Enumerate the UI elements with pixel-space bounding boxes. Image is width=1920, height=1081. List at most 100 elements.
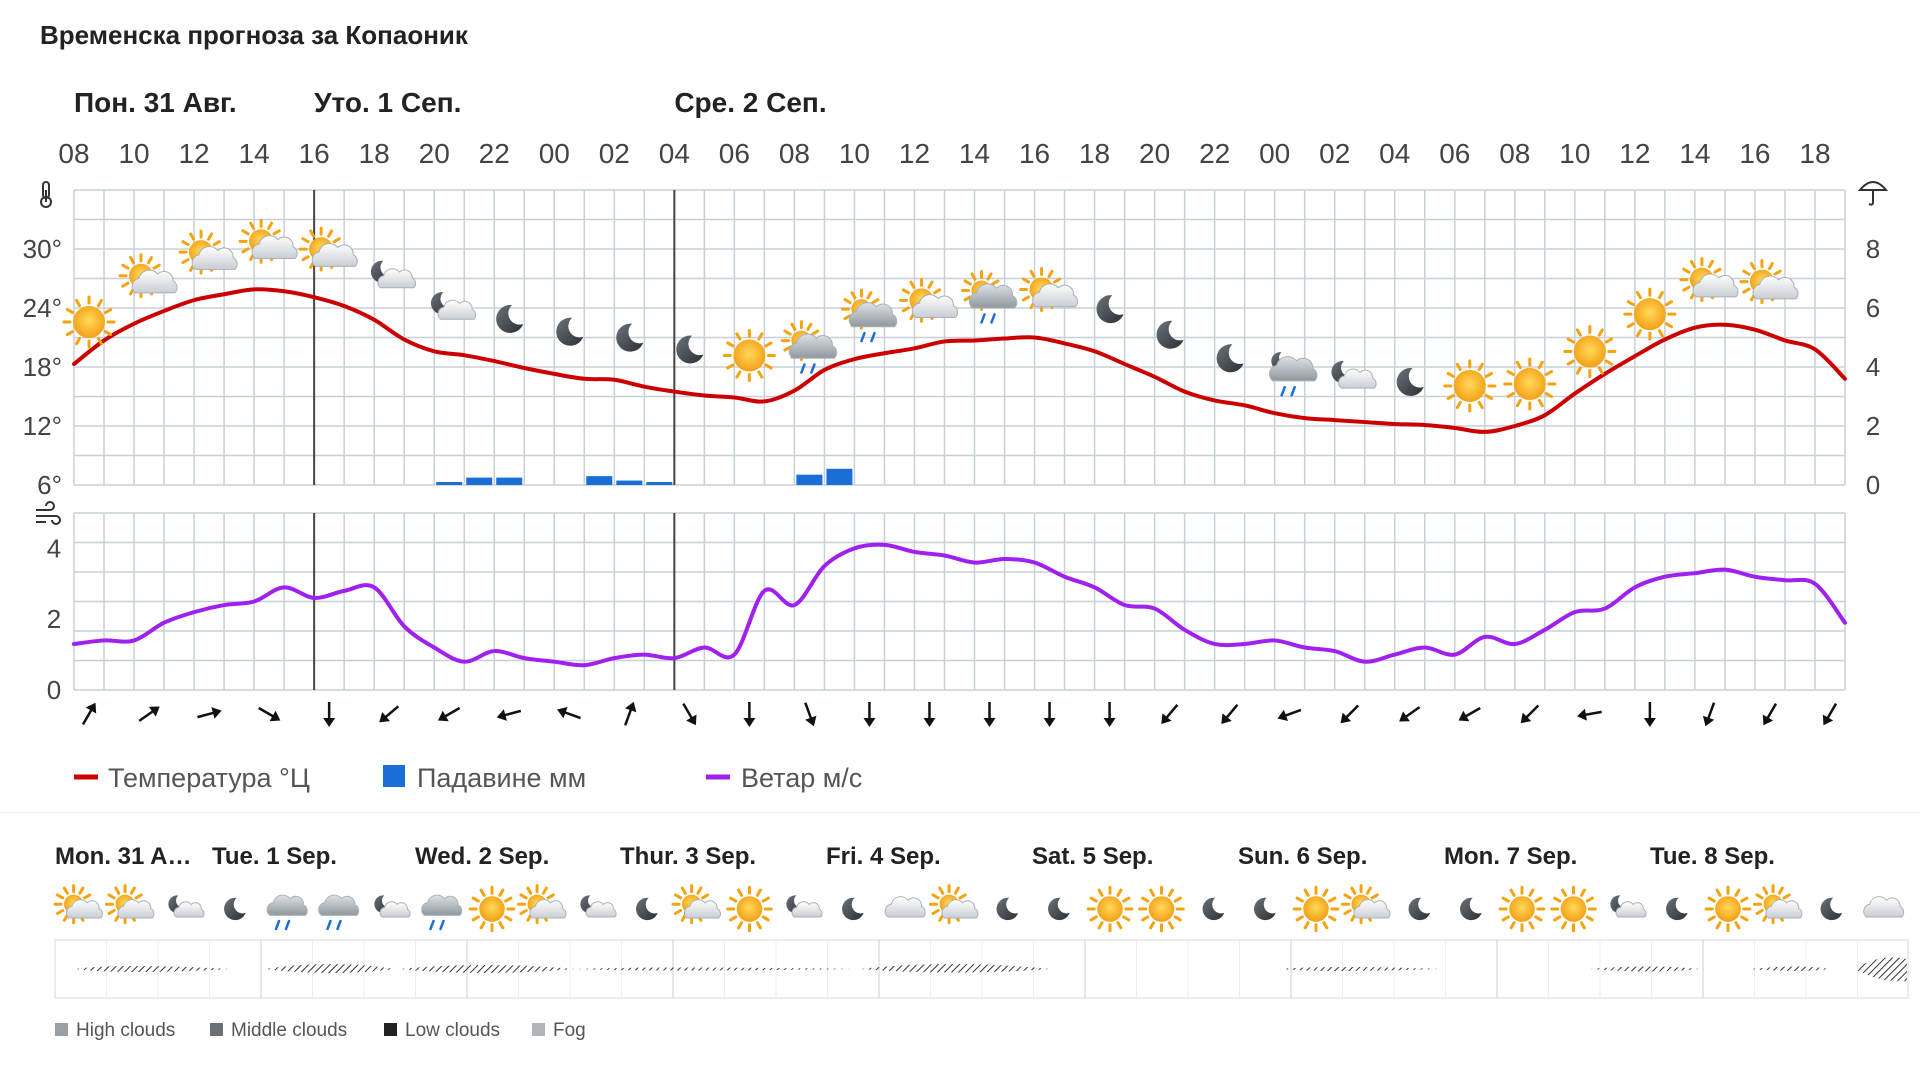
sun-cloud-icon — [898, 277, 959, 323]
cloud-band — [400, 965, 575, 973]
weekly-sun-icon — [1138, 885, 1185, 933]
wind-direction-icon — [1340, 704, 1360, 724]
wind-direction-icon — [138, 706, 160, 722]
precip-bar — [496, 477, 523, 485]
precip-bar — [616, 480, 643, 485]
sun-cloud-icon — [1739, 259, 1799, 305]
sun-cloud-icon — [238, 218, 298, 264]
sun-cloud-rain-icon — [840, 288, 898, 343]
wind-tick: 0 — [47, 675, 61, 705]
weekly-sun-cloud-icon — [929, 884, 979, 925]
wind-direction-icon — [557, 706, 581, 720]
precip-tick: 2 — [1866, 411, 1880, 441]
cloud-legend-swatch — [210, 1023, 223, 1036]
cloud-band — [1280, 967, 1440, 971]
hour-label: 02 — [599, 138, 630, 169]
hour-label: 12 — [899, 138, 930, 169]
weekly-cloud-rain-icon — [318, 894, 360, 931]
moon-icon — [1096, 295, 1124, 324]
sun-icon — [62, 295, 116, 349]
sun-icon — [1563, 325, 1617, 379]
chart-legend: Температура °Ц Падавине мм Ветар м/с — [74, 763, 862, 793]
wind-direction-icon — [923, 702, 936, 727]
moon-icon — [1396, 367, 1424, 396]
sun-icon — [1623, 287, 1677, 341]
wind-direction-icon — [323, 702, 336, 727]
weekly-sun-cloud-icon — [671, 884, 721, 925]
cloud-band — [1750, 966, 1830, 971]
sun-cloud-icon — [1019, 267, 1079, 312]
weekly-sun-cloud-icon — [105, 884, 155, 925]
hour-label: 16 — [299, 138, 330, 169]
weekly-moon-cloud-icon — [1610, 895, 1647, 918]
weekly-cloud-icon — [884, 896, 926, 918]
wind-direction-icon — [1643, 702, 1656, 727]
sun-cloud-rain-icon — [961, 269, 1018, 324]
wind-direction-icon — [743, 702, 756, 727]
wind-direction-icon — [1762, 702, 1778, 726]
wind-tick: 2 — [47, 604, 61, 634]
moon-cloud-icon — [1331, 361, 1377, 389]
weekly-day-label: Sun. 6 Sep. — [1238, 843, 1367, 870]
hour-label: 12 — [178, 138, 209, 169]
weekly-moon-cloud-icon — [580, 895, 617, 918]
weekly-sun-icon — [726, 885, 773, 933]
weekly-sun-icon — [1086, 885, 1134, 933]
weekly-sun-cloud-icon — [517, 884, 567, 925]
day-label: Сре. 2 Сеп. — [674, 87, 826, 118]
umbrella-icon — [1857, 181, 1889, 206]
weekly-sun-icon — [1550, 885, 1597, 933]
precip-tick: 8 — [1866, 234, 1880, 264]
weekly-cloud-rain-icon — [266, 894, 308, 931]
cloud-legend-label: High clouds — [76, 1020, 175, 1041]
hour-label: 22 — [1199, 138, 1230, 169]
precip-bar — [796, 474, 823, 485]
weekly-sun-icon — [1498, 885, 1546, 933]
temp-tick: 18° — [23, 352, 62, 382]
precip-tick: 0 — [1866, 470, 1880, 500]
precip-bar — [586, 476, 613, 485]
hour-label: 16 — [1739, 138, 1770, 169]
wind-direction-icon — [624, 701, 637, 726]
wind-direction-icon — [1221, 704, 1239, 724]
hour-label: 00 — [539, 138, 570, 169]
hour-label: 14 — [1679, 138, 1710, 169]
cloud-legend-swatch — [532, 1023, 545, 1036]
weekly-day-label: Tue. 8 Sep. — [1650, 843, 1775, 870]
cloud-band — [265, 964, 395, 973]
wind-direction-icon — [379, 705, 400, 723]
weekly-forecast-svg: Mon. 31 A… Tue. 1 Sep. Wed. 2 Sep. Thur. 3 … — [53, 843, 1909, 1041]
hour-label: 14 — [959, 138, 990, 169]
weekly-day-label: Mon. 31 A… — [55, 843, 191, 870]
weekly-sun-cloud-icon — [1753, 884, 1803, 925]
moon-icon — [556, 317, 584, 346]
wind-direction-icon — [1399, 706, 1421, 722]
hour-label: 18 — [359, 138, 390, 169]
weekly-day-label: Mon. 7 Sep. — [1444, 843, 1577, 870]
moon-cloud-icon — [430, 292, 477, 320]
wind-direction-icon — [1520, 704, 1540, 724]
weekly-forecast: Mon. 31 A… Tue. 1 Sep. Wed. 2 Sep. Thur. 3 … — [0, 812, 1920, 1081]
day-label: Уто. 1 Сеп. — [314, 87, 461, 118]
sun-cloud-icon — [298, 226, 358, 272]
weekly-moon-icon — [224, 897, 246, 921]
thermometer-icon — [40, 181, 52, 208]
hour-label: 16 — [1019, 138, 1050, 169]
wind-direction-icon — [258, 706, 281, 722]
hour-label: 10 — [1559, 138, 1590, 169]
wind-direction-icon — [1277, 708, 1302, 722]
hour-label: 18 — [1079, 138, 1110, 169]
weekly-moon-icon — [1820, 897, 1843, 921]
sun-cloud-icon — [1679, 257, 1739, 303]
weekly-day-label: Wed. 2 Sep. — [415, 843, 549, 870]
cloud-strip — [54, 939, 1909, 999]
precip-bar — [646, 482, 673, 485]
cloud-band — [575, 967, 860, 971]
weekly-moon-icon — [1408, 897, 1431, 921]
wind-direction-icon — [682, 702, 697, 726]
weekly-cloud-rain-icon — [421, 894, 463, 931]
weekly-sun-cloud-icon — [1341, 884, 1391, 925]
sun-cloud-icon — [118, 253, 178, 299]
moon-icon — [1156, 320, 1184, 349]
hour-label: 20 — [419, 138, 450, 169]
